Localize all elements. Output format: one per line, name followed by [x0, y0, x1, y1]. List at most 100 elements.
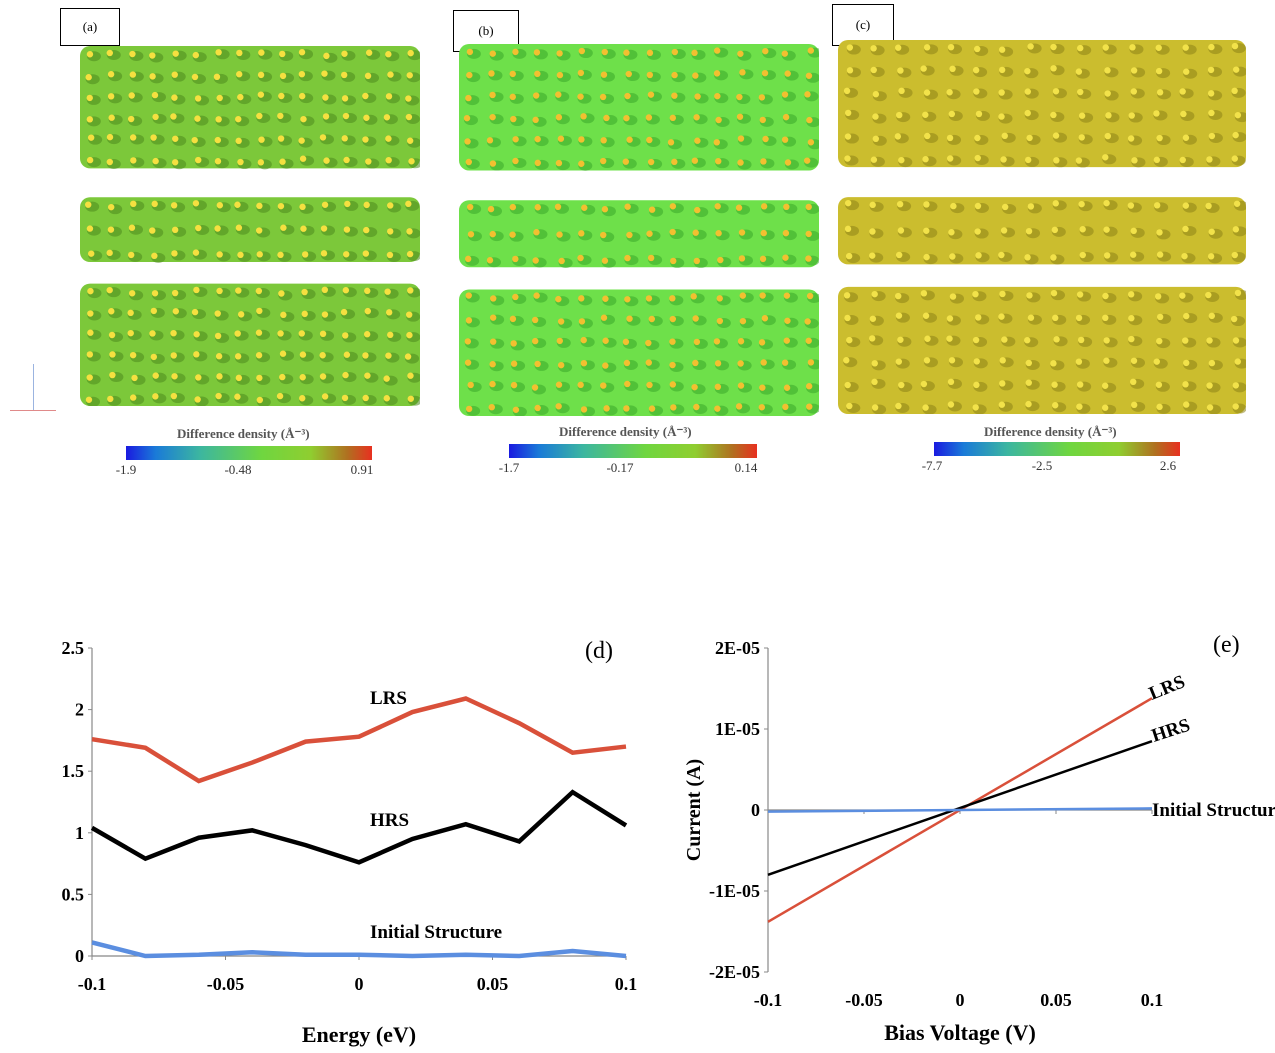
- atom-dot: [279, 50, 286, 58]
- atom-dot: [387, 71, 394, 78]
- atom-dot: [341, 95, 349, 102]
- atom-dot: [234, 201, 241, 208]
- atom-dot: [693, 403, 700, 411]
- density-slab: [838, 197, 1246, 265]
- atom-dot: [406, 331, 413, 339]
- atom-dot: [172, 50, 179, 57]
- atom-dot: [975, 252, 982, 259]
- atom-dot: [533, 292, 540, 299]
- atom-dot: [1001, 336, 1008, 343]
- atom-dot: [489, 160, 497, 167]
- x-tick-label: -0.1: [754, 990, 783, 1010]
- atom-dot: [1182, 337, 1189, 344]
- atom-dot: [737, 135, 745, 142]
- atom-dot: [1232, 403, 1239, 410]
- chart-d: 0 0.5 1 1.5 2 2.5 -0.1 -0.05 0 0.05 0.1 LRS HRS Initi…: [62, 638, 638, 1047]
- atom-dot: [255, 227, 263, 234]
- atom-dot: [693, 114, 700, 121]
- colorbar-tick: -2.5: [1031, 458, 1053, 473]
- atom-dot: [87, 310, 94, 317]
- atom-dot: [998, 313, 1005, 320]
- atom-dot: [407, 372, 414, 379]
- atom-dot: [578, 230, 585, 237]
- atom-dot: [692, 315, 699, 322]
- atom-dot: [1180, 110, 1187, 118]
- atom-dot: [1183, 312, 1190, 320]
- atom-dot: [1000, 156, 1007, 163]
- atom-dot: [534, 360, 541, 368]
- atom-dot: [255, 329, 263, 336]
- atom-dot: [869, 228, 876, 235]
- atom-dot: [151, 200, 158, 208]
- atom-dot: [581, 204, 588, 211]
- atom-dot: [998, 401, 1006, 408]
- atom-dot: [129, 71, 137, 78]
- atom-dot: [1205, 202, 1212, 210]
- atom-dot: [946, 315, 954, 322]
- structure-image: [838, 40, 1246, 414]
- atom-dot: [86, 225, 94, 232]
- atom-dot: [625, 70, 632, 78]
- atom-dot: [1053, 336, 1060, 343]
- atom-dot: [647, 254, 655, 262]
- atom-dot: [714, 92, 721, 100]
- atom-dot: [713, 47, 721, 54]
- atom-dot: [383, 395, 390, 402]
- atom-dot: [555, 295, 562, 303]
- atom-dot: [1234, 289, 1242, 297]
- atom-dot: [385, 309, 393, 316]
- x-tick-label: -0.05: [845, 990, 883, 1010]
- atom-dot: [555, 403, 562, 410]
- atom-dot: [844, 133, 852, 140]
- atom-dot: [362, 352, 369, 359]
- atom-dot: [235, 287, 242, 294]
- atom-dot: [301, 288, 308, 296]
- colorbar-title: Difference density (Å⁻³): [177, 426, 310, 441]
- atom-dot: [647, 158, 655, 166]
- atom-dot: [669, 228, 676, 236]
- x-tick-label: 0.05: [477, 974, 509, 994]
- atom-dot: [869, 252, 876, 259]
- atom-dot: [691, 49, 698, 57]
- atom-dot: [170, 329, 177, 337]
- atom-dot: [149, 73, 156, 80]
- atom-dot: [276, 392, 284, 400]
- atom-dot: [669, 361, 676, 369]
- atom-dot: [781, 136, 789, 143]
- atom-dot: [1025, 379, 1032, 386]
- atom-dot: [128, 92, 135, 99]
- atom-dot: [532, 116, 539, 124]
- atom-dot: [364, 307, 371, 315]
- atom-dot: [237, 311, 245, 318]
- atom-dot: [344, 200, 351, 208]
- atom-dot: [321, 393, 329, 400]
- atom-dot: [805, 337, 812, 344]
- atom-dot: [758, 94, 766, 101]
- series-label: Initial Structure: [370, 922, 502, 943]
- atom-dot: [762, 135, 769, 143]
- atom-dot: [323, 52, 330, 60]
- atom-dot: [277, 135, 285, 142]
- atom-dot: [342, 287, 350, 294]
- atom-dot: [946, 155, 954, 162]
- atom-dot: [191, 136, 198, 144]
- atom-dot: [321, 70, 328, 77]
- atom-dot: [578, 160, 585, 167]
- atom-dot: [783, 384, 791, 391]
- atom-dot: [1153, 156, 1161, 164]
- atom-dot: [580, 406, 588, 413]
- y-tick-label: 1E-05: [715, 719, 760, 739]
- atom-dot: [626, 136, 633, 143]
- atom-dot: [716, 317, 724, 325]
- atom-dot: [807, 47, 815, 54]
- atom-dot: [258, 136, 265, 143]
- atom-dot: [645, 359, 652, 366]
- atom-dot: [152, 372, 159, 379]
- atom-dot: [803, 157, 811, 164]
- atom-dot: [974, 134, 981, 142]
- atom-dot: [895, 251, 903, 259]
- atom-dot: [384, 288, 391, 295]
- atom-dot: [557, 318, 565, 325]
- atom-dot: [602, 362, 609, 369]
- series-line: [767, 807, 1153, 813]
